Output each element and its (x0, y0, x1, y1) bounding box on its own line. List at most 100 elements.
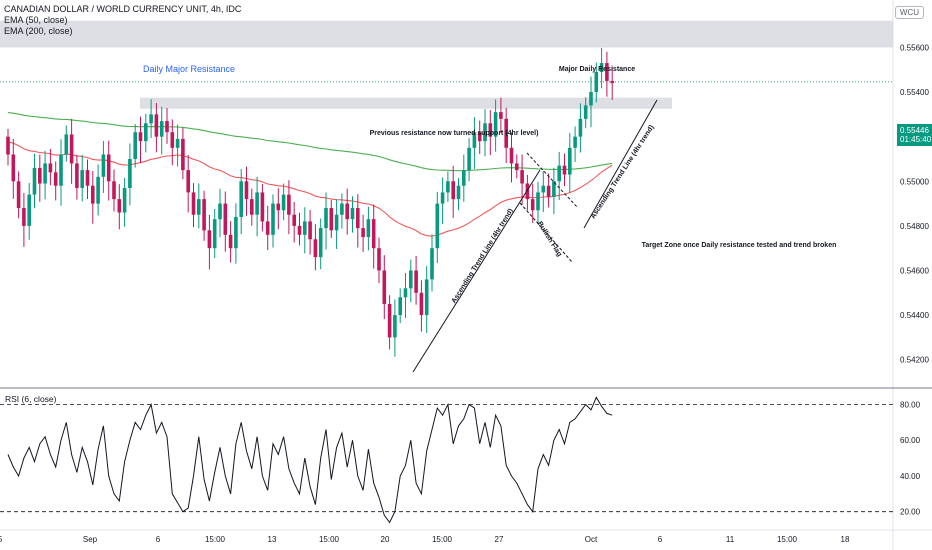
candle-body (440, 192, 445, 204)
candle-body (202, 199, 206, 231)
candle-body (318, 228, 323, 258)
price-tick-label: 0.55600 (900, 43, 929, 52)
candle-body (297, 225, 302, 235)
chart-legend: CANADIAN DOLLAR / WORLD CURRENCY UNIT, 4… (4, 4, 241, 37)
candle-body (75, 163, 79, 188)
indicator-ema200-label[interactable]: EMA (200, close) (4, 26, 73, 36)
candle-body (610, 80, 614, 84)
candle-body (477, 132, 482, 142)
price-axis[interactable]: 0.542000.544000.546000.548000.550000.552… (900, 43, 929, 364)
time-tick-label: 20 (381, 535, 390, 544)
price-tick-label: 0.55000 (900, 177, 929, 186)
candle-body (504, 118, 508, 148)
candle-body (11, 154, 16, 182)
candle-body (366, 219, 371, 238)
rsi-line (7, 396, 613, 524)
candle-body (313, 239, 318, 258)
candle-body (69, 134, 74, 164)
candles-layer (6, 47, 614, 357)
candle-body (112, 181, 116, 200)
time-tick-label: 15:00 (205, 535, 226, 544)
candle-body (451, 181, 455, 200)
zone-rect (0, 20, 893, 48)
candle-body (287, 194, 291, 215)
candle-body (605, 63, 609, 81)
candle-body (170, 132, 175, 148)
candle-body (546, 185, 551, 197)
ema200-line (7, 112, 613, 172)
candle-body (340, 203, 344, 215)
candle-body (197, 199, 201, 215)
candle-body (234, 216, 238, 249)
rsi-tick-label: 20.00 (900, 508, 921, 517)
candle-body (265, 221, 270, 235)
candle-body (557, 165, 561, 182)
rsi-tick-label: 80.00 (900, 401, 921, 410)
candle-body (594, 71, 599, 93)
candle-body (589, 92, 593, 106)
candle-body (80, 170, 84, 188)
candle-body (106, 154, 111, 182)
candle-body (398, 297, 402, 316)
candle-body (223, 203, 228, 235)
candle-body (583, 105, 588, 119)
currency-badge[interactable]: WCU (894, 6, 924, 19)
candle-body (244, 181, 249, 200)
candle-body (345, 203, 349, 220)
candle-body (419, 292, 424, 316)
candle-body (446, 181, 450, 193)
candle-body (59, 154, 63, 186)
candle-body (371, 219, 376, 249)
drawings-layer (412, 99, 658, 373)
annotation-bullish-flag: Bullish Flag (536, 221, 563, 258)
candle-body (117, 199, 122, 213)
candle-body (186, 170, 190, 193)
price-tick-label: 0.54600 (900, 266, 929, 275)
candle-body (128, 158, 132, 188)
candle-body (191, 192, 196, 215)
candle-body (175, 138, 180, 148)
candle-body (541, 185, 546, 193)
candle-body (509, 147, 514, 164)
rsi-tick-label: 40.00 (900, 472, 921, 481)
candle-body (101, 154, 106, 177)
symbol-title[interactable]: CANADIAN DOLLAR / WORLD CURRENCY UNIT, 4… (4, 4, 242, 14)
candle-body (6, 136, 10, 155)
candle-body (138, 132, 143, 142)
candle-body (149, 114, 153, 124)
indicator-ema50-label[interactable]: EMA (50, close) (4, 15, 68, 25)
candle-body (387, 303, 392, 338)
price-tick-label: 0.54800 (900, 222, 929, 231)
time-tick-label: 18 (841, 535, 850, 544)
rsi-indicator-label[interactable]: RSI (6, close) (5, 394, 57, 404)
candle-body (377, 248, 381, 271)
candle-body (207, 230, 212, 249)
rsi-axis[interactable]: 20.00 40.00 60.00 80.00 (900, 401, 921, 517)
candle-body (430, 248, 434, 280)
candle-body (409, 270, 413, 289)
candle-body (212, 219, 217, 249)
candle-body (27, 194, 31, 226)
annotation-trend-line-label-left: Ascending Trend Line (4hr trend) (451, 208, 515, 305)
time-tick-label: Oct (585, 535, 598, 544)
candle-body (292, 214, 296, 226)
candle-body (250, 199, 254, 215)
candle-body (493, 112, 498, 137)
candle-body (53, 172, 58, 186)
candle-body (393, 315, 397, 338)
annotation-major-daily-resistance: Major Daily Resistance (559, 66, 635, 73)
candle-body (520, 170, 524, 184)
candle-body (165, 121, 169, 133)
time-tick-label: 6 (658, 535, 663, 544)
candle-body (85, 170, 90, 186)
candle-body (599, 63, 604, 72)
candle-body (324, 208, 328, 229)
candle-body (578, 118, 583, 137)
time-axis[interactable]: 5 Sep 6 15:00 13 15:00 20 15:00 27 Oct 6 11 15:00 18 (0, 535, 850, 544)
rsi-tick-label: 60.00 (900, 436, 921, 445)
annotation-target-zone: Target Zone once Daily resistance tested… (642, 242, 837, 249)
candle-body (488, 123, 493, 137)
candle-body (133, 132, 137, 159)
candle-body (255, 192, 259, 215)
